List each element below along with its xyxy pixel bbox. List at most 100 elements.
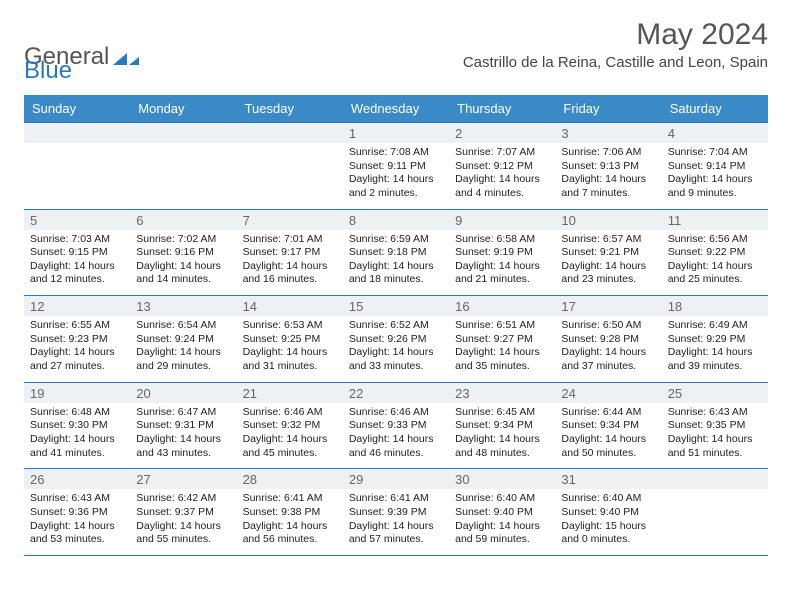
calendar-day-cell: 5Sunrise: 7:03 AMSunset: 9:15 PMDaylight… (24, 209, 130, 296)
day-content: Sunrise: 6:40 AMSunset: 9:40 PMDaylight:… (555, 489, 661, 555)
calendar-day-cell: 26Sunrise: 6:43 AMSunset: 9:36 PMDayligh… (24, 469, 130, 556)
sunset-line: Sunset: 9:24 PM (136, 333, 230, 347)
logo-mark-icon (113, 47, 139, 67)
sunset-line: Sunset: 9:31 PM (136, 419, 230, 433)
daylight-line: Daylight: 14 hours and 7 minutes. (561, 173, 655, 200)
calendar-day-cell: 21Sunrise: 6:46 AMSunset: 9:32 PMDayligh… (237, 382, 343, 469)
day-number: 19 (24, 383, 130, 403)
sunset-line: Sunset: 9:15 PM (30, 246, 124, 260)
day-number: 9 (449, 210, 555, 230)
daylight-line: Daylight: 14 hours and 41 minutes. (30, 433, 124, 460)
sunset-line: Sunset: 9:14 PM (668, 160, 762, 174)
sunrise-line: Sunrise: 6:51 AM (455, 319, 549, 333)
sunrise-line: Sunrise: 6:54 AM (136, 319, 230, 333)
day-number: 7 (237, 210, 343, 230)
sunset-line: Sunset: 9:11 PM (349, 160, 443, 174)
day-content: Sunrise: 6:57 AMSunset: 9:21 PMDaylight:… (555, 230, 661, 296)
daylight-line: Daylight: 14 hours and 9 minutes. (668, 173, 762, 200)
calendar-day-cell: 27Sunrise: 6:42 AMSunset: 9:37 PMDayligh… (130, 469, 236, 556)
day-content: Sunrise: 6:42 AMSunset: 9:37 PMDaylight:… (130, 489, 236, 555)
day-content: Sunrise: 6:58 AMSunset: 9:19 PMDaylight:… (449, 230, 555, 296)
day-content: Sunrise: 6:50 AMSunset: 9:28 PMDaylight:… (555, 316, 661, 382)
calendar-week-row: 19Sunrise: 6:48 AMSunset: 9:30 PMDayligh… (24, 382, 768, 469)
day-content: Sunrise: 6:54 AMSunset: 9:24 PMDaylight:… (130, 316, 236, 382)
sunrise-line: Sunrise: 6:40 AM (455, 492, 549, 506)
sunrise-line: Sunrise: 6:57 AM (561, 233, 655, 247)
sunrise-line: Sunrise: 6:52 AM (349, 319, 443, 333)
sunrise-line: Sunrise: 6:53 AM (243, 319, 337, 333)
day-content: Sunrise: 6:55 AMSunset: 9:23 PMDaylight:… (24, 316, 130, 382)
weekday-header: Saturday (662, 95, 768, 123)
calendar-day-cell: 19Sunrise: 6:48 AMSunset: 9:30 PMDayligh… (24, 382, 130, 469)
day-content: Sunrise: 6:51 AMSunset: 9:27 PMDaylight:… (449, 316, 555, 382)
sunset-line: Sunset: 9:13 PM (561, 160, 655, 174)
day-number: 5 (24, 210, 130, 230)
sunset-line: Sunset: 9:40 PM (561, 506, 655, 520)
sunset-line: Sunset: 9:28 PM (561, 333, 655, 347)
daylight-line: Daylight: 14 hours and 45 minutes. (243, 433, 337, 460)
calendar-week-row: 12Sunrise: 6:55 AMSunset: 9:23 PMDayligh… (24, 296, 768, 383)
sunset-line: Sunset: 9:12 PM (455, 160, 549, 174)
sunrise-line: Sunrise: 6:50 AM (561, 319, 655, 333)
daylight-line: Daylight: 14 hours and 43 minutes. (136, 433, 230, 460)
sunset-line: Sunset: 9:25 PM (243, 333, 337, 347)
calendar-day-cell: 20Sunrise: 6:47 AMSunset: 9:31 PMDayligh… (130, 382, 236, 469)
daylight-line: Daylight: 14 hours and 56 minutes. (243, 520, 337, 547)
sunset-line: Sunset: 9:29 PM (668, 333, 762, 347)
sunrise-line: Sunrise: 7:07 AM (455, 146, 549, 160)
daylight-line: Daylight: 14 hours and 29 minutes. (136, 346, 230, 373)
day-number: 1 (343, 123, 449, 143)
calendar-week-row: 26Sunrise: 6:43 AMSunset: 9:36 PMDayligh… (24, 469, 768, 556)
day-content: Sunrise: 6:41 AMSunset: 9:38 PMDaylight:… (237, 489, 343, 555)
calendar-day-cell: 13Sunrise: 6:54 AMSunset: 9:24 PMDayligh… (130, 296, 236, 383)
day-number: 25 (662, 383, 768, 403)
daylight-line: Daylight: 15 hours and 0 minutes. (561, 520, 655, 547)
weekday-header: Thursday (449, 95, 555, 123)
title-block: May 2024 Castrillo de la Reina, Castille… (463, 18, 768, 71)
weekday-header: Wednesday (343, 95, 449, 123)
sunrise-line: Sunrise: 6:46 AM (349, 406, 443, 420)
calendar-day-cell: 2Sunrise: 7:07 AMSunset: 9:12 PMDaylight… (449, 123, 555, 210)
sunrise-line: Sunrise: 6:41 AM (349, 492, 443, 506)
sunset-line: Sunset: 9:27 PM (455, 333, 549, 347)
daylight-line: Daylight: 14 hours and 55 minutes. (136, 520, 230, 547)
calendar-day-cell (662, 469, 768, 556)
day-number: 27 (130, 469, 236, 489)
day-number (130, 123, 236, 143)
sunrise-line: Sunrise: 6:56 AM (668, 233, 762, 247)
calendar-header-row: SundayMondayTuesdayWednesdayThursdayFrid… (24, 95, 768, 123)
calendar-day-cell: 1Sunrise: 7:08 AMSunset: 9:11 PMDaylight… (343, 123, 449, 210)
day-number: 3 (555, 123, 661, 143)
day-content: Sunrise: 6:46 AMSunset: 9:32 PMDaylight:… (237, 403, 343, 469)
calendar-day-cell: 11Sunrise: 6:56 AMSunset: 9:22 PMDayligh… (662, 209, 768, 296)
day-content: Sunrise: 6:59 AMSunset: 9:18 PMDaylight:… (343, 230, 449, 296)
day-number: 17 (555, 296, 661, 316)
sunset-line: Sunset: 9:34 PM (561, 419, 655, 433)
day-content: Sunrise: 6:49 AMSunset: 9:29 PMDaylight:… (662, 316, 768, 382)
day-content: Sunrise: 6:53 AMSunset: 9:25 PMDaylight:… (237, 316, 343, 382)
day-number: 2 (449, 123, 555, 143)
sunrise-line: Sunrise: 6:46 AM (243, 406, 337, 420)
day-content: Sunrise: 6:48 AMSunset: 9:30 PMDaylight:… (24, 403, 130, 469)
daylight-line: Daylight: 14 hours and 27 minutes. (30, 346, 124, 373)
calendar-day-cell: 7Sunrise: 7:01 AMSunset: 9:17 PMDaylight… (237, 209, 343, 296)
daylight-line: Daylight: 14 hours and 14 minutes. (136, 260, 230, 287)
sunrise-line: Sunrise: 6:48 AM (30, 406, 124, 420)
day-content (130, 143, 236, 199)
calendar-day-cell: 29Sunrise: 6:41 AMSunset: 9:39 PMDayligh… (343, 469, 449, 556)
sunrise-line: Sunrise: 7:06 AM (561, 146, 655, 160)
sunrise-line: Sunrise: 6:58 AM (455, 233, 549, 247)
daylight-line: Daylight: 14 hours and 31 minutes. (243, 346, 337, 373)
day-number: 28 (237, 469, 343, 489)
calendar-day-cell (130, 123, 236, 210)
day-number (662, 469, 768, 489)
sunrise-line: Sunrise: 6:40 AM (561, 492, 655, 506)
sunrise-line: Sunrise: 6:55 AM (30, 319, 124, 333)
calendar-week-row: 1Sunrise: 7:08 AMSunset: 9:11 PMDaylight… (24, 123, 768, 210)
sunset-line: Sunset: 9:26 PM (349, 333, 443, 347)
weekday-header: Sunday (24, 95, 130, 123)
daylight-line: Daylight: 14 hours and 33 minutes. (349, 346, 443, 373)
daylight-line: Daylight: 14 hours and 18 minutes. (349, 260, 443, 287)
calendar-day-cell: 18Sunrise: 6:49 AMSunset: 9:29 PMDayligh… (662, 296, 768, 383)
day-number: 8 (343, 210, 449, 230)
